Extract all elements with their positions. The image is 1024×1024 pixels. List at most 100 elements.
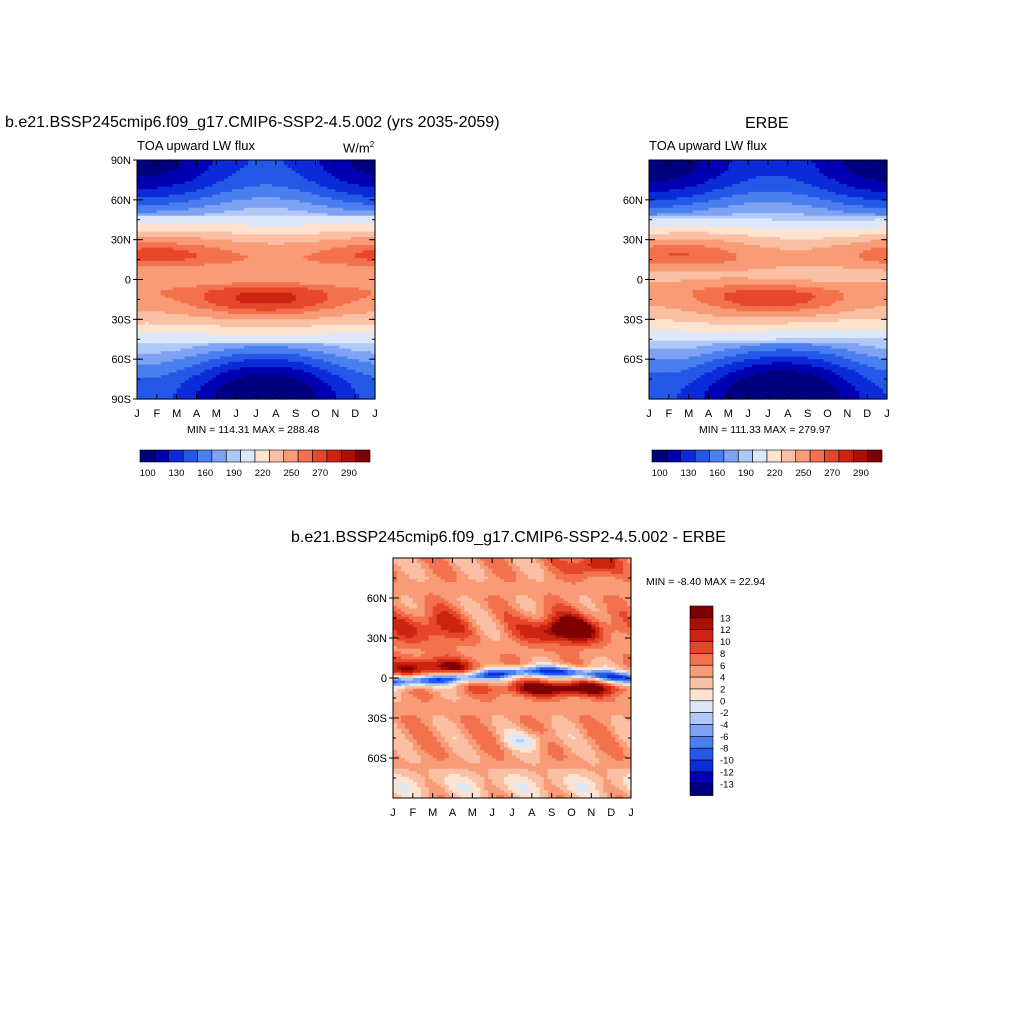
- x-tick-label: J: [253, 408, 259, 420]
- colorbar-box: [689, 664, 714, 678]
- colorbar-label: 0: [720, 696, 725, 707]
- y-tick-label: 30N: [111, 235, 131, 247]
- colorbar-box: [689, 700, 714, 713]
- colorbar-box: [680, 449, 696, 463]
- x-tick-label: F: [153, 408, 160, 420]
- heatmap-cells: [393, 558, 632, 799]
- colorbar-label: 220: [255, 468, 271, 479]
- x-tick-label: A: [705, 408, 713, 420]
- colorbar-label: -6: [720, 732, 728, 743]
- x-tick-label: N: [331, 408, 339, 420]
- colorbar-box: [254, 449, 270, 463]
- colorbar-box: [154, 449, 170, 463]
- colorbar-box: [197, 449, 213, 463]
- x-tick-label: M: [172, 408, 181, 420]
- colorbar-box: [297, 449, 313, 463]
- x-tick-label: J: [628, 807, 634, 819]
- obs-minmax: MIN = 111.33 MAX = 279.97: [699, 424, 831, 436]
- colorbar-box: [766, 449, 782, 463]
- x-tick-label: N: [843, 408, 851, 420]
- x-tick-label: O: [567, 807, 576, 819]
- colorbar-box: [694, 449, 710, 463]
- colorbar-label: -8: [720, 744, 728, 755]
- colorbar-box: [781, 449, 797, 463]
- colorbar-box: [340, 449, 356, 463]
- colorbar-box: [211, 449, 227, 463]
- y-tick-label: 60S: [111, 354, 131, 366]
- colorbar-label: 10: [720, 637, 731, 648]
- colorbar-box: [269, 449, 285, 463]
- colorbar-box: [168, 449, 184, 463]
- colorbar-box: [689, 605, 714, 619]
- obs-panel-title: ERBE: [745, 115, 789, 132]
- colorbar-box: [326, 449, 342, 463]
- heatmap-cells: [649, 160, 888, 400]
- colorbar-box: [689, 771, 714, 785]
- x-tick-label: S: [548, 807, 555, 819]
- colorbar-box: [867, 449, 883, 463]
- colorbar-label: 290: [341, 468, 357, 479]
- x-tick-label: M: [724, 408, 733, 420]
- colorbar-box: [689, 617, 714, 631]
- y-tick-label: 30S: [623, 314, 643, 326]
- x-tick-label: F: [409, 807, 416, 819]
- x-tick-label: J: [745, 408, 751, 420]
- colorbar-box: [283, 449, 299, 463]
- colorbar-box: [689, 759, 714, 773]
- model-colorbar: 100 130 160 190 220 250 270 290: [139, 449, 371, 479]
- x-tick-label: S: [292, 408, 299, 420]
- colorbar-label: 2: [720, 684, 725, 695]
- x-tick-label: J: [372, 408, 378, 420]
- diff-panel-title: b.e21.BSSP245cmip6.f09_g17.CMIP6-SSP2-4.…: [291, 529, 726, 546]
- x-tick-label: D: [607, 807, 615, 819]
- colorbar-label: 160: [709, 468, 725, 479]
- colorbar-box: [689, 712, 714, 725]
- colorbar-label: -2: [720, 708, 728, 719]
- y-tick-label: 30N: [623, 235, 643, 247]
- x-tick-label: J: [233, 408, 239, 420]
- colorbar-label: 4: [720, 673, 725, 684]
- colorbar-label: 270: [312, 468, 328, 479]
- x-tick-label: J: [134, 408, 140, 420]
- x-tick-label: F: [665, 408, 672, 420]
- y-tick-label: 60S: [367, 753, 387, 765]
- x-tick-label: J: [390, 807, 396, 819]
- colorbar-label: 12: [720, 625, 731, 636]
- colorbar-label: -13: [720, 779, 734, 790]
- colorbar-box: [240, 449, 256, 463]
- colorbar-box: [666, 449, 682, 463]
- colorbar-box: [809, 449, 825, 463]
- colorbar-label: 100: [140, 468, 156, 479]
- colorbar-label: 100: [652, 468, 668, 479]
- colorbar-box: [689, 736, 714, 749]
- colorbar-label: 130: [681, 468, 697, 479]
- colorbar-label: 130: [169, 468, 185, 479]
- colorbar-box: [824, 449, 840, 463]
- colorbar-label: 8: [720, 649, 725, 660]
- x-tick-label: D: [351, 408, 359, 420]
- x-tick-label: S: [804, 408, 811, 420]
- x-tick-label: A: [528, 807, 536, 819]
- colorbar-box: [709, 449, 725, 463]
- y-tick-label: 90N: [111, 155, 131, 167]
- x-tick-label: J: [765, 408, 771, 420]
- colorbar-box: [689, 653, 714, 666]
- x-tick-label: J: [884, 408, 890, 420]
- y-tick-label: 60N: [111, 195, 131, 207]
- x-tick-label: A: [784, 408, 792, 420]
- colorbar-label: 250: [284, 468, 300, 479]
- y-tick-label: 0: [637, 275, 643, 287]
- colorbar-label: 190: [738, 468, 754, 479]
- x-tick-label: J: [509, 807, 515, 819]
- colorbar-label: 190: [226, 468, 242, 479]
- x-tick-label: A: [193, 408, 201, 420]
- y-tick-label: 60N: [367, 593, 387, 605]
- colorbar-box: [312, 449, 328, 463]
- obs-colorbar: 100 130 160 190 220 250 270 290: [651, 449, 883, 479]
- x-tick-label: O: [311, 408, 320, 420]
- units-exponent: 2: [369, 140, 375, 149]
- model-panel-title: b.e21.BSSP245cmip6.f09_g17.CMIP6-SSP2-4.…: [5, 114, 500, 131]
- colorbar-box: [689, 724, 714, 737]
